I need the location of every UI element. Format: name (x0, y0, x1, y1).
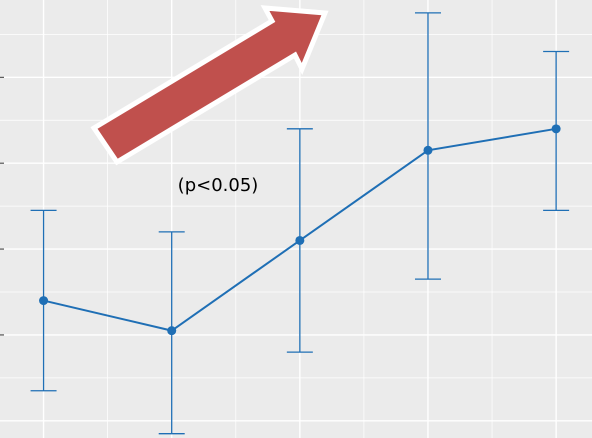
data-point (167, 326, 177, 336)
series (30, 12, 570, 435)
data-point (423, 145, 433, 155)
data-point (551, 124, 561, 134)
trend-arrow-shape (90, 5, 329, 166)
significance-annotation: (p<0.05) (178, 175, 259, 196)
data-point (295, 235, 305, 245)
y-axis-ticks (0, 76, 4, 336)
data-point (39, 296, 49, 306)
trend-arrow (90, 5, 329, 166)
